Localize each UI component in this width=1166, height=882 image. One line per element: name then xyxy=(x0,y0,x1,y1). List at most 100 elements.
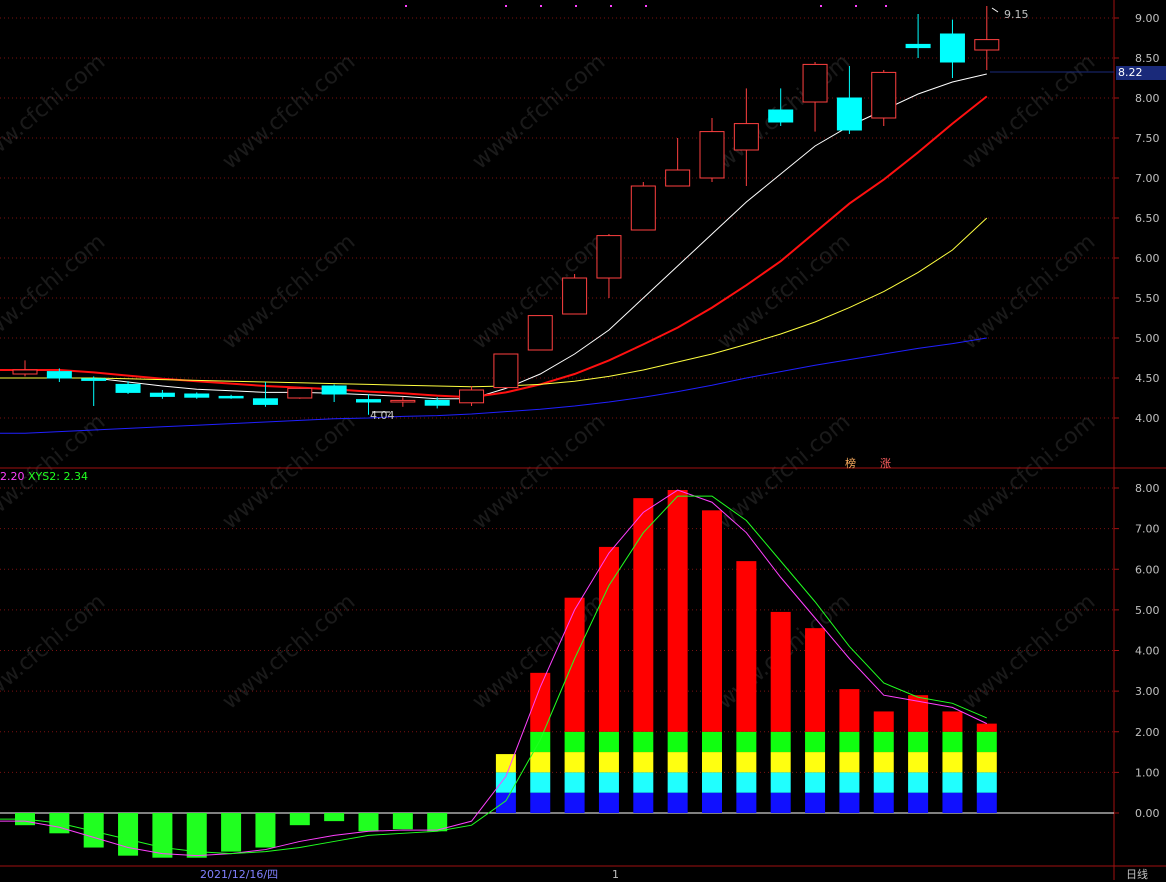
period-tab-daily[interactable]: 日线 xyxy=(1126,868,1148,881)
candle-down xyxy=(115,383,141,393)
watermark-text: www.cfchi.com xyxy=(468,409,610,534)
indicator-bar-segment xyxy=(805,772,826,793)
indicator-bar-segment xyxy=(942,731,963,753)
indicator-bar-segment xyxy=(873,731,894,753)
watermark-text: www.cfchi.com xyxy=(958,49,1100,174)
candle-down xyxy=(424,399,450,406)
indicator-bar-segment xyxy=(702,731,722,753)
watermark-text: www.cfchi.com xyxy=(713,409,855,534)
indicator-bar-segment xyxy=(908,792,929,813)
indicator-bar-red xyxy=(908,695,929,732)
indicator-bar-segment xyxy=(530,772,551,793)
indicator-bar-segment xyxy=(633,792,654,813)
top-marker-dot xyxy=(855,5,857,7)
indicator-name-2: XYS2: xyxy=(28,470,64,483)
candle-up xyxy=(459,389,485,404)
low-marker: 4.04 xyxy=(370,409,395,422)
indicator-tick-label: 0.00 xyxy=(1135,807,1160,820)
candle-up xyxy=(287,387,313,399)
tag-zhang: 涨 xyxy=(880,457,891,470)
indicator-bar-segment xyxy=(633,772,654,793)
watermark-text: www.cfchi.com xyxy=(958,589,1100,714)
indicator-value-1: 2.20 xyxy=(0,470,25,483)
indicator-bar-segment xyxy=(873,752,894,773)
candle-down xyxy=(218,395,244,399)
watermark-text: www.cfchi.com xyxy=(218,49,360,174)
indicator-bar-red xyxy=(976,723,997,732)
watermark-text: www.cfchi.com xyxy=(958,409,1100,534)
indicator-bar-red xyxy=(736,561,757,732)
watermark-text: www.cfchi.com xyxy=(0,589,110,714)
indicator-bar-segment xyxy=(598,752,619,773)
price-tick-label: 9.00 xyxy=(1135,12,1160,25)
indicator-bar-segment xyxy=(770,792,791,813)
indicator-tick-label: 1.00 xyxy=(1135,766,1160,779)
indicator-bar-segment xyxy=(667,752,688,773)
top-marker-dot xyxy=(820,5,822,7)
indicator-bar-segment xyxy=(530,792,551,813)
price-tick-label: 8.00 xyxy=(1135,92,1160,105)
indicator-bar-segment xyxy=(908,731,929,753)
candle-down xyxy=(356,399,381,403)
indicator-tick-label: 4.00 xyxy=(1135,645,1160,658)
indicator-bar-segment xyxy=(873,792,894,813)
indicator-bar-segment xyxy=(702,772,722,793)
candle-up xyxy=(12,369,38,375)
ma-line-blue xyxy=(0,337,987,434)
indicator-bar-segment xyxy=(564,772,585,793)
indicator-tick-label: 8.00 xyxy=(1135,482,1160,495)
indicator-bar-segment xyxy=(839,772,860,793)
indicator-bar-red xyxy=(667,490,688,732)
indicator-bar-segment xyxy=(667,792,688,813)
price-tick-label: 5.50 xyxy=(1135,292,1160,305)
top-marker-dot xyxy=(540,5,542,7)
indicator-bar-segment xyxy=(908,752,929,773)
indicator-bar-segment xyxy=(770,772,791,793)
candle-down xyxy=(836,97,862,131)
indicator-bar-segment xyxy=(667,772,688,793)
indicator-bar-red xyxy=(942,711,963,732)
indicator-bar-segment xyxy=(976,752,997,773)
indicator-bar-red xyxy=(839,689,860,732)
indicator-bar-segment xyxy=(564,792,585,813)
indicator-bar-segment xyxy=(633,752,654,773)
candle-down xyxy=(321,385,347,395)
indicator-bar-red xyxy=(530,672,551,732)
indicator-bar-segment xyxy=(736,772,757,793)
indicator-bar-segment xyxy=(564,731,585,753)
indicator-bar-segment xyxy=(495,754,516,773)
indicator-bar-segment xyxy=(736,752,757,773)
watermark-text: www.cfchi.com xyxy=(958,229,1100,354)
candle-down xyxy=(939,33,965,63)
indicator-bar-segment xyxy=(667,731,688,753)
price-tick-label: 4.00 xyxy=(1135,412,1160,425)
indicator-lines xyxy=(0,489,988,857)
candle-up xyxy=(974,39,1000,51)
candle-down xyxy=(149,392,175,397)
candle-up xyxy=(596,235,622,279)
indicator-bar-segment xyxy=(564,752,585,773)
indicator-bar-segment xyxy=(495,772,516,793)
ma-line-yellow xyxy=(0,217,988,388)
tag-bang: 榜 xyxy=(845,457,856,470)
high-marker: 9.15 xyxy=(1004,8,1029,21)
price-tick-label: 6.00 xyxy=(1135,252,1160,265)
price-tick-label: 5.00 xyxy=(1135,332,1160,345)
indicator-bar-segment xyxy=(598,772,619,793)
indicator-bar-segment xyxy=(976,731,997,753)
price-tick-label: 7.50 xyxy=(1135,132,1160,145)
indicator-bar-segment xyxy=(839,792,860,813)
indicator-bar-segment xyxy=(495,792,516,813)
indicator-bar-segment xyxy=(702,792,722,813)
indicator-bar-red xyxy=(770,611,791,732)
candlesticks xyxy=(12,6,1000,415)
price-tick-label: 4.50 xyxy=(1135,372,1160,385)
axis-ticks: 9.00 8.50 8.00 7.50 7.00 6.50 6.00 5.50 5.00 4.50… xyxy=(1114,12,1160,820)
indicator-bar-segment xyxy=(805,752,826,773)
ma-line-white xyxy=(0,73,987,400)
top-marker-dot xyxy=(405,5,407,7)
indicator-bar-negative xyxy=(186,813,207,858)
indicator-bar-segment xyxy=(942,772,963,793)
